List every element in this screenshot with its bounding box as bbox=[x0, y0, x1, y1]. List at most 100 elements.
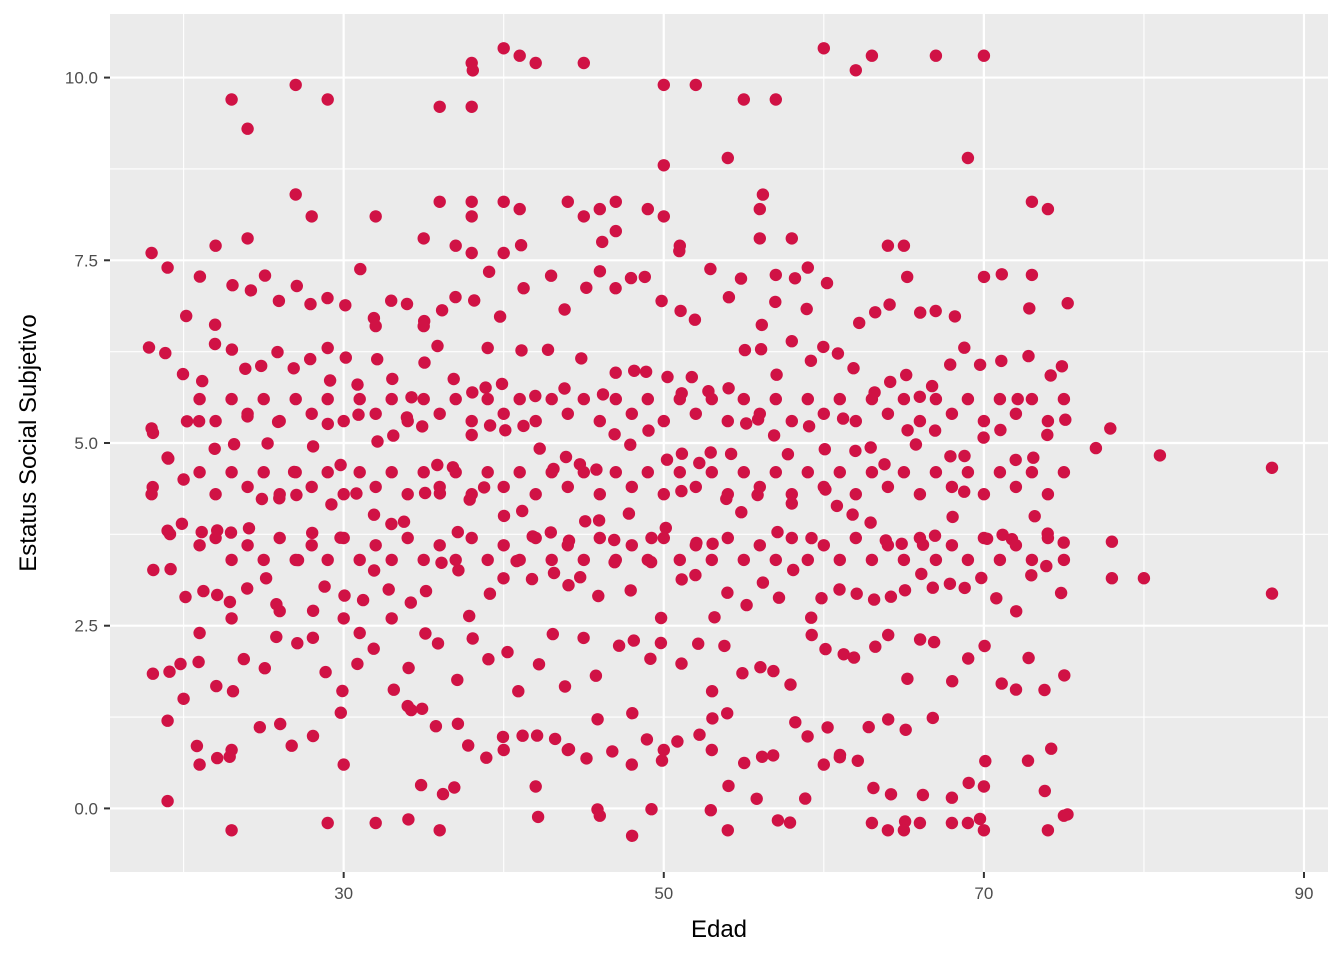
data-point bbox=[481, 341, 494, 355]
data-point bbox=[545, 392, 558, 406]
data-point bbox=[753, 407, 766, 420]
data-point bbox=[1022, 651, 1035, 665]
data-point bbox=[1105, 572, 1119, 585]
data-point bbox=[815, 592, 828, 605]
data-point bbox=[241, 582, 254, 595]
data-point bbox=[208, 337, 222, 351]
data-point bbox=[210, 679, 223, 693]
data-point bbox=[881, 239, 895, 252]
data-point bbox=[1054, 586, 1068, 600]
data-point bbox=[369, 407, 382, 420]
data-point bbox=[176, 367, 190, 381]
data-point bbox=[718, 639, 731, 653]
data-point bbox=[161, 524, 174, 537]
data-point bbox=[609, 392, 622, 406]
data-point bbox=[369, 539, 382, 552]
data-point bbox=[577, 466, 590, 479]
data-point bbox=[193, 392, 206, 406]
data-point bbox=[321, 417, 334, 431]
data-point bbox=[195, 525, 208, 539]
data-point bbox=[612, 639, 626, 652]
data-point bbox=[853, 316, 866, 330]
data-point bbox=[1038, 683, 1051, 697]
data-point bbox=[451, 673, 464, 687]
data-point bbox=[417, 319, 430, 333]
data-point bbox=[961, 816, 975, 830]
data-point bbox=[401, 531, 414, 545]
data-point bbox=[255, 359, 268, 373]
data-point bbox=[750, 792, 763, 805]
data-point bbox=[946, 510, 959, 524]
data-point bbox=[673, 466, 686, 479]
data-point bbox=[321, 553, 334, 567]
data-point bbox=[770, 368, 783, 381]
data-point bbox=[753, 202, 766, 216]
data-point bbox=[417, 232, 430, 245]
data-point bbox=[722, 382, 735, 395]
data-point bbox=[1061, 297, 1074, 310]
data-point bbox=[465, 195, 478, 208]
data-point bbox=[639, 365, 653, 378]
data-point bbox=[929, 466, 943, 479]
data-point bbox=[785, 232, 798, 245]
data-point bbox=[353, 626, 366, 640]
data-point bbox=[867, 781, 880, 795]
data-point bbox=[849, 531, 862, 545]
data-point bbox=[517, 419, 530, 433]
data-point bbox=[561, 480, 574, 494]
data-point bbox=[785, 531, 798, 545]
data-point bbox=[562, 579, 575, 592]
data-point bbox=[337, 531, 350, 545]
data-point bbox=[574, 571, 587, 584]
data-point bbox=[163, 665, 176, 678]
data-point bbox=[1028, 510, 1041, 523]
data-point bbox=[145, 422, 158, 435]
data-point bbox=[419, 584, 433, 598]
data-point bbox=[882, 713, 895, 726]
data-point bbox=[945, 480, 959, 494]
data-point bbox=[497, 743, 510, 757]
data-point bbox=[961, 392, 975, 406]
data-point bbox=[977, 414, 991, 428]
data-point bbox=[995, 354, 1008, 368]
data-point bbox=[452, 564, 465, 577]
data-point bbox=[529, 389, 542, 403]
data-points bbox=[142, 42, 1279, 842]
data-point bbox=[769, 553, 782, 567]
data-point bbox=[225, 343, 239, 356]
data-point bbox=[305, 210, 318, 223]
data-point bbox=[417, 466, 430, 479]
data-point bbox=[1041, 531, 1055, 545]
data-point bbox=[817, 407, 830, 420]
data-point bbox=[1041, 488, 1055, 501]
data-point bbox=[657, 78, 670, 92]
data-point bbox=[497, 539, 510, 552]
data-point bbox=[1010, 605, 1023, 618]
data-point bbox=[990, 592, 1003, 605]
data-point bbox=[590, 463, 603, 476]
data-point bbox=[258, 269, 272, 282]
data-point bbox=[350, 487, 363, 500]
data-point bbox=[497, 246, 510, 260]
data-point bbox=[401, 488, 414, 501]
data-point bbox=[608, 533, 621, 547]
data-point bbox=[548, 732, 562, 746]
data-point bbox=[833, 751, 846, 764]
data-point bbox=[914, 306, 927, 319]
data-point bbox=[897, 392, 911, 406]
data-point bbox=[253, 721, 266, 734]
data-point bbox=[385, 553, 398, 567]
data-point bbox=[289, 553, 302, 567]
data-point bbox=[418, 486, 432, 500]
data-point bbox=[164, 562, 177, 576]
data-point bbox=[227, 438, 241, 451]
data-point bbox=[753, 539, 766, 552]
data-point bbox=[174, 657, 187, 671]
data-point bbox=[531, 810, 545, 824]
data-point bbox=[704, 804, 717, 817]
data-point bbox=[708, 611, 721, 624]
data-point bbox=[996, 528, 1009, 541]
data-point bbox=[596, 235, 609, 249]
data-point bbox=[881, 407, 895, 420]
data-point bbox=[273, 604, 286, 618]
